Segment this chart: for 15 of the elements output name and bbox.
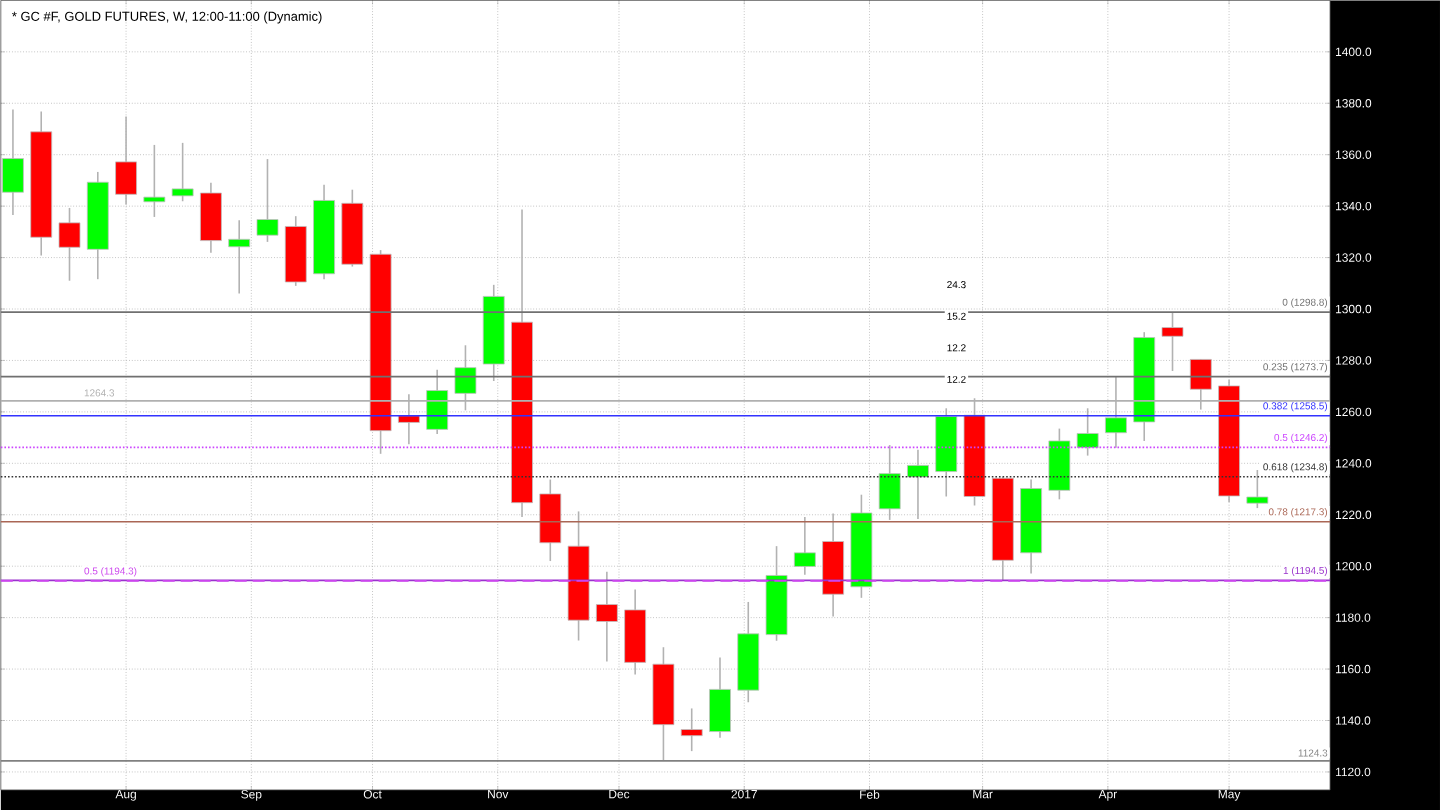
candlestick [878,444,901,521]
candlestick [200,181,222,254]
candlestick [256,158,279,243]
candlestick [907,448,929,520]
candlestick [793,516,816,576]
candlestick [1076,407,1099,457]
candlestick [595,571,618,663]
candlestick [680,707,703,752]
candlestick [171,142,194,203]
candlestick [58,207,81,282]
candlestick [1161,311,1184,372]
candlestick [228,219,251,295]
candlestick [1246,469,1269,509]
candlestick [143,144,166,218]
candlestick [709,656,731,739]
